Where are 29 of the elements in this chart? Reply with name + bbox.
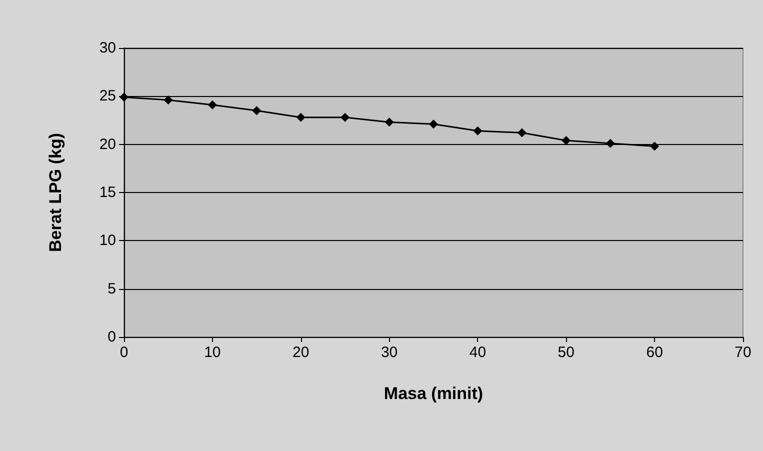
point: [384, 118, 394, 127]
point: [208, 100, 217, 110]
point: [252, 106, 262, 116]
y-tick-label: 20: [99, 136, 116, 153]
point: [296, 112, 306, 122]
point: [606, 138, 615, 148]
point: [340, 112, 350, 122]
y-tick-label: 10: [99, 232, 116, 250]
x-tick-label: 60: [646, 344, 663, 361]
y-tick-label: 25: [99, 88, 116, 105]
y-axis-title: Berat LPG (kg): [46, 132, 65, 252]
point: [429, 120, 438, 129]
x-axis-title: Masa (minit): [384, 384, 484, 403]
y-tick-label: 15: [99, 184, 116, 201]
point: [517, 128, 526, 138]
x-tick-label: 0: [120, 344, 128, 361]
y-tick-label: 5: [108, 280, 116, 298]
point: [562, 136, 571, 145]
y-tick-label: 0: [108, 328, 116, 346]
x-tick-label: 10: [204, 344, 221, 361]
y-tick-label: 30: [99, 40, 116, 56]
point: [650, 142, 660, 151]
point: [473, 126, 482, 136]
x-tick-label: 20: [292, 344, 310, 361]
x-tick-label: 70: [734, 344, 752, 361]
point: [164, 96, 173, 105]
x-tick-label: 50: [558, 344, 574, 361]
x-tick-label: 40: [469, 344, 486, 361]
x-tick-label: 30: [380, 344, 398, 361]
